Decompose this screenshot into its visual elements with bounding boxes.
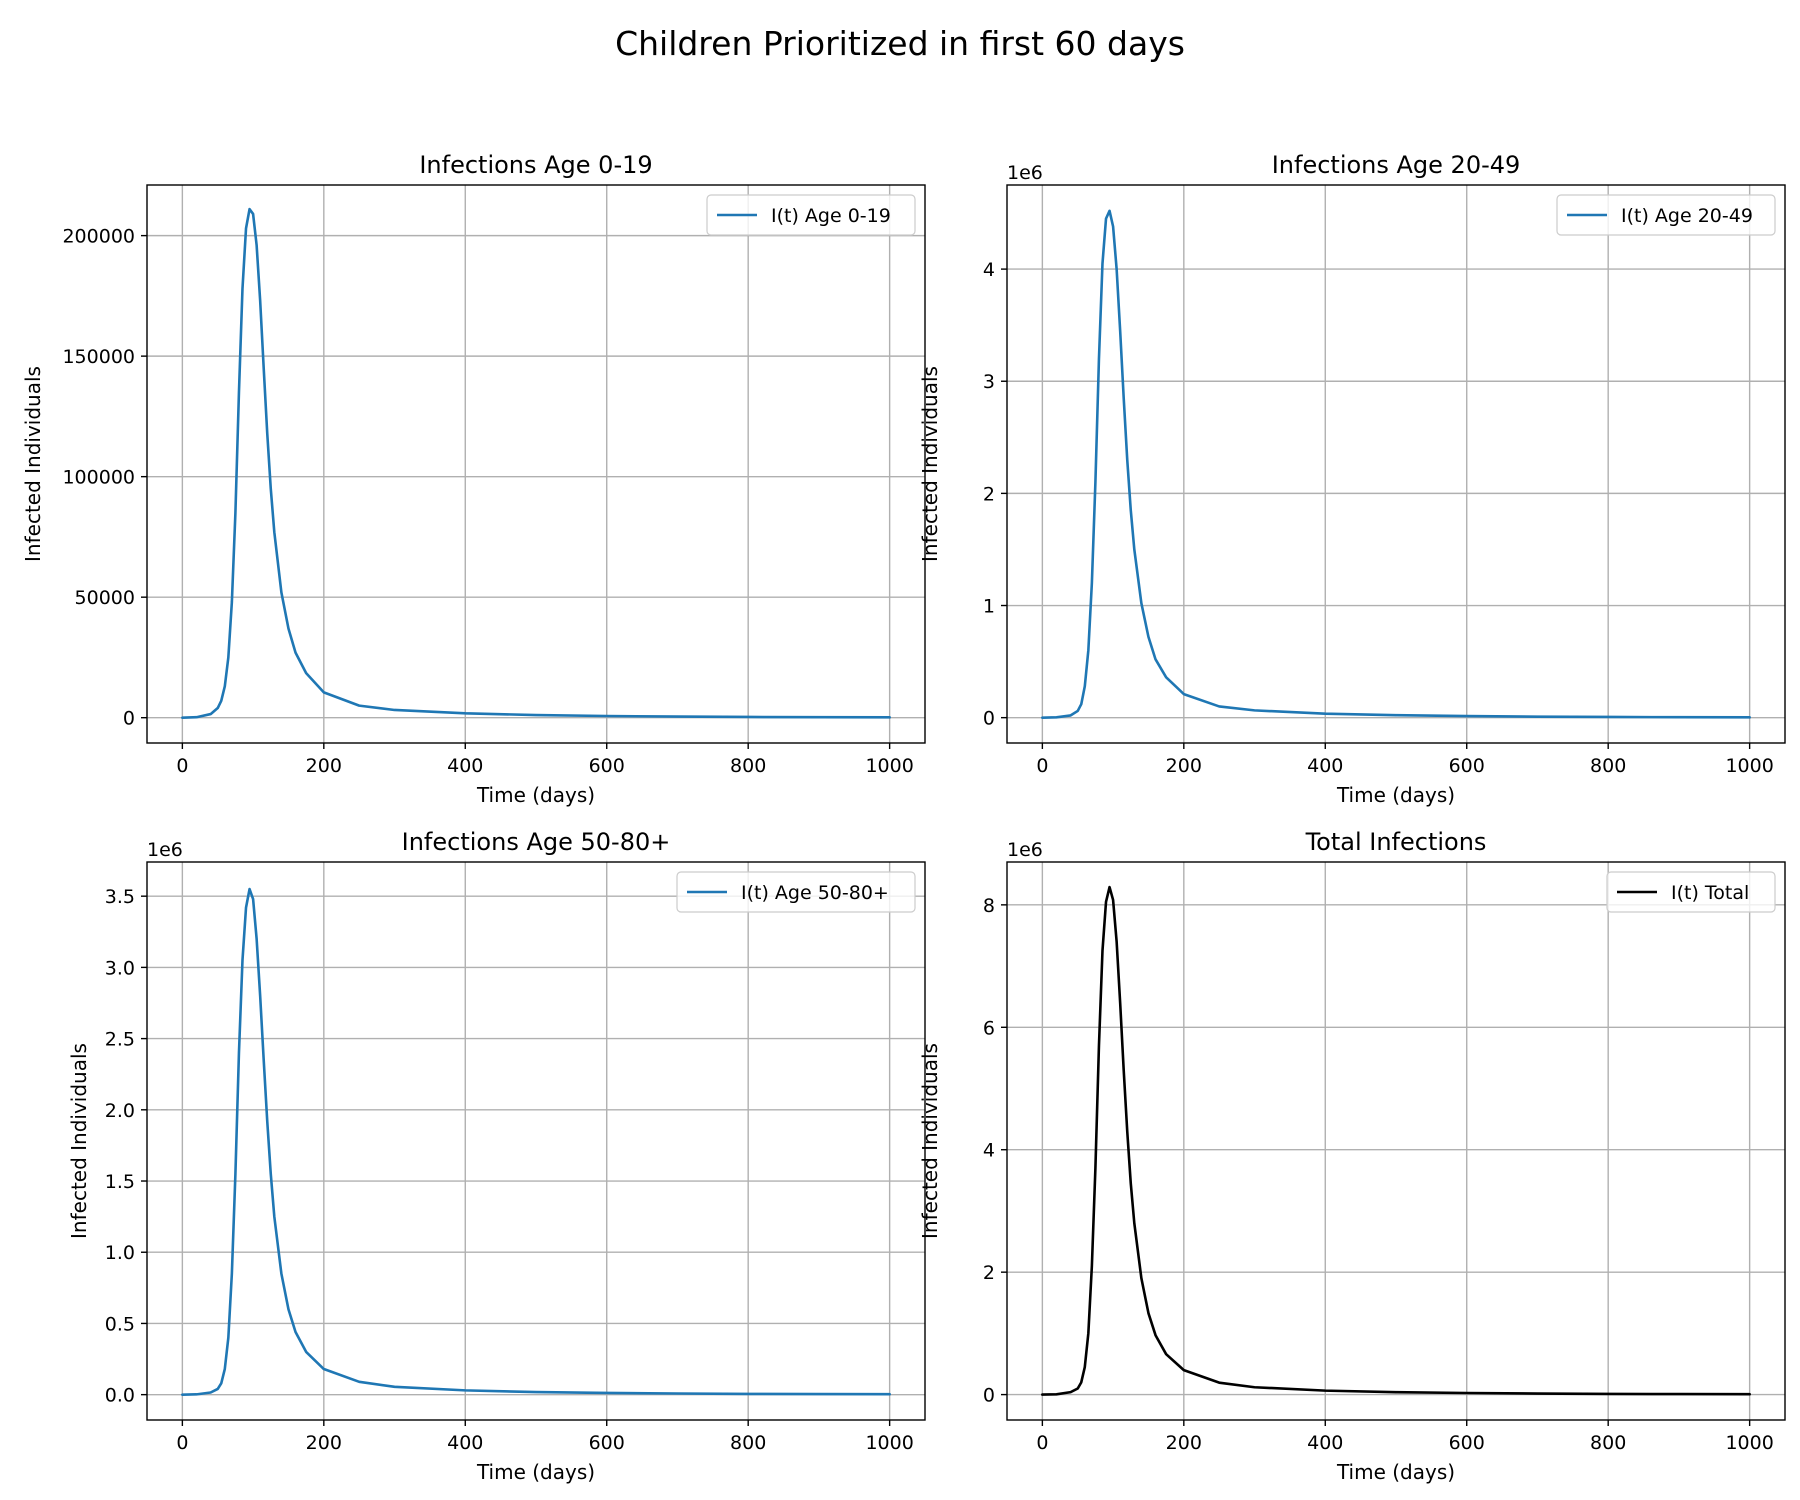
y-offset-label: 1e6 <box>1007 162 1043 184</box>
legend-label: I(t) Age 50-80+ <box>741 882 889 904</box>
x-tick-label: 1000 <box>1725 755 1773 777</box>
x-tick-label: 800 <box>730 1432 766 1454</box>
subplot-4: 0 200 400 600 800 1000 0 2 4 6 8 1e6 Total Infection… <box>918 828 1786 1484</box>
x-tick-label: 1000 <box>865 1432 913 1454</box>
x-tick-label: 800 <box>1590 755 1626 777</box>
legend-label: I(t) Total <box>1671 882 1749 904</box>
legend: I(t) Age 20-49 <box>1556 194 1776 236</box>
y-tick-label: 2.0 <box>105 1100 135 1122</box>
x-tick-label: 1000 <box>865 755 913 777</box>
y-tick-label: 0 <box>983 1385 995 1407</box>
subplot-title: Infections Age 20-49 <box>1272 151 1521 179</box>
x-tick-label: 600 <box>1449 1432 1485 1454</box>
y-tick-label: 1.5 <box>105 1171 135 1193</box>
figure-title: Children Prioritized in first 60 days <box>615 24 1185 63</box>
subplot-3: 0 200 400 600 800 1000 0.0 0.5 1.0 1.5 2.0 2.5 3.0 3.… <box>67 828 926 1484</box>
y-axis-label: Infected Individuals <box>21 366 45 562</box>
y-offset-label: 1e6 <box>147 839 183 861</box>
y-tick-label: 2 <box>983 1262 995 1284</box>
x-tick-label: 200 <box>306 755 342 777</box>
y-tick-label: 4 <box>983 1140 995 1162</box>
y-tick-label: 0 <box>983 708 995 730</box>
legend-box <box>676 871 916 913</box>
y-tick-label: 2 <box>983 483 995 505</box>
x-tick-label: 800 <box>730 755 766 777</box>
y-tick-label: 1.0 <box>105 1242 135 1264</box>
x-tick-label: 0 <box>1036 1432 1048 1454</box>
subplot-1: 0 200 400 600 800 1000 0 50000 100000 150000 20000… <box>21 151 926 807</box>
axes-frame <box>1006 861 1786 1421</box>
series-line <box>181 207 891 719</box>
y-tick-label: 8 <box>983 895 995 917</box>
x-tick-label: 800 <box>1590 1432 1626 1454</box>
y-offset-label: 1e6 <box>1007 839 1043 861</box>
y-tick-label: 3.5 <box>105 886 135 908</box>
series-line <box>1041 209 1751 719</box>
legend: I(t) Age 50-80+ <box>676 871 916 913</box>
x-tick-label: 400 <box>1307 755 1343 777</box>
legend-label: I(t) Age 0-19 <box>771 205 891 227</box>
legend-label: I(t) Age 20-49 <box>1621 205 1753 227</box>
x-axis-label: Time (days) <box>1336 783 1455 807</box>
x-tick-label: 600 <box>1449 755 1485 777</box>
x-tick-label: 400 <box>1307 1432 1343 1454</box>
y-axis-label: Infected Individuals <box>918 1043 942 1239</box>
axes-frame <box>146 861 926 1421</box>
x-tick-label: 400 <box>447 755 483 777</box>
x-tick-label: 400 <box>447 1432 483 1454</box>
x-tick-label: 0 <box>176 1432 188 1454</box>
subplot-2: 0 200 400 600 800 1000 0 1 2 3 4 1e6 Infections Age … <box>918 151 1786 807</box>
axes-frame <box>1006 184 1786 744</box>
subplot-title: Infections Age 0-19 <box>419 151 652 179</box>
y-tick-label: 150000 <box>62 346 135 368</box>
x-tick-label: 1000 <box>1725 1432 1773 1454</box>
subplot-grid: 0 200 400 600 800 100005000010000015000020000… <box>21 151 1786 1484</box>
y-tick-label: 0.0 <box>105 1385 135 1407</box>
legend-box <box>706 194 916 236</box>
x-tick-label: 200 <box>306 1432 342 1454</box>
x-tick-label: 0 <box>176 755 188 777</box>
x-axis-label: Time (days) <box>476 1460 595 1484</box>
subplot-title: Infections Age 50-80+ <box>402 828 671 856</box>
x-axis-label: Time (days) <box>1336 1460 1455 1484</box>
x-axis-label: Time (days) <box>476 783 595 807</box>
y-axis-label: Infected Individuals <box>918 366 942 562</box>
x-tick-label: 600 <box>589 755 625 777</box>
y-tick-label: 2.5 <box>105 1029 135 1051</box>
y-tick-label: 0.5 <box>105 1313 135 1335</box>
y-axis-label: Infected Individuals <box>67 1043 91 1239</box>
y-tick-label: 6 <box>983 1017 995 1039</box>
y-tick-label: 100000 <box>62 467 135 489</box>
subplot-title: Total Infections <box>1305 828 1487 856</box>
series-line <box>181 887 891 1396</box>
legend: I(t) Age 0-19 <box>706 194 916 236</box>
legend: I(t) Total <box>1606 871 1776 913</box>
x-tick-label: 600 <box>589 1432 625 1454</box>
axes-frame <box>146 184 926 744</box>
y-tick-label: 3 <box>983 371 995 393</box>
y-tick-label: 200000 <box>62 226 135 248</box>
y-tick-label: 3.0 <box>105 957 135 979</box>
x-tick-label: 200 <box>1166 1432 1202 1454</box>
y-tick-label: 4 <box>983 259 995 281</box>
series-line <box>1041 885 1751 1396</box>
legend-box <box>1556 194 1776 236</box>
y-tick-label: 50000 <box>75 587 135 609</box>
legend-box <box>1606 871 1776 913</box>
y-tick-label: 1 <box>983 596 995 618</box>
x-tick-label: 0 <box>1036 755 1048 777</box>
y-tick-label: 0 <box>123 708 135 730</box>
x-tick-label: 200 <box>1166 755 1202 777</box>
